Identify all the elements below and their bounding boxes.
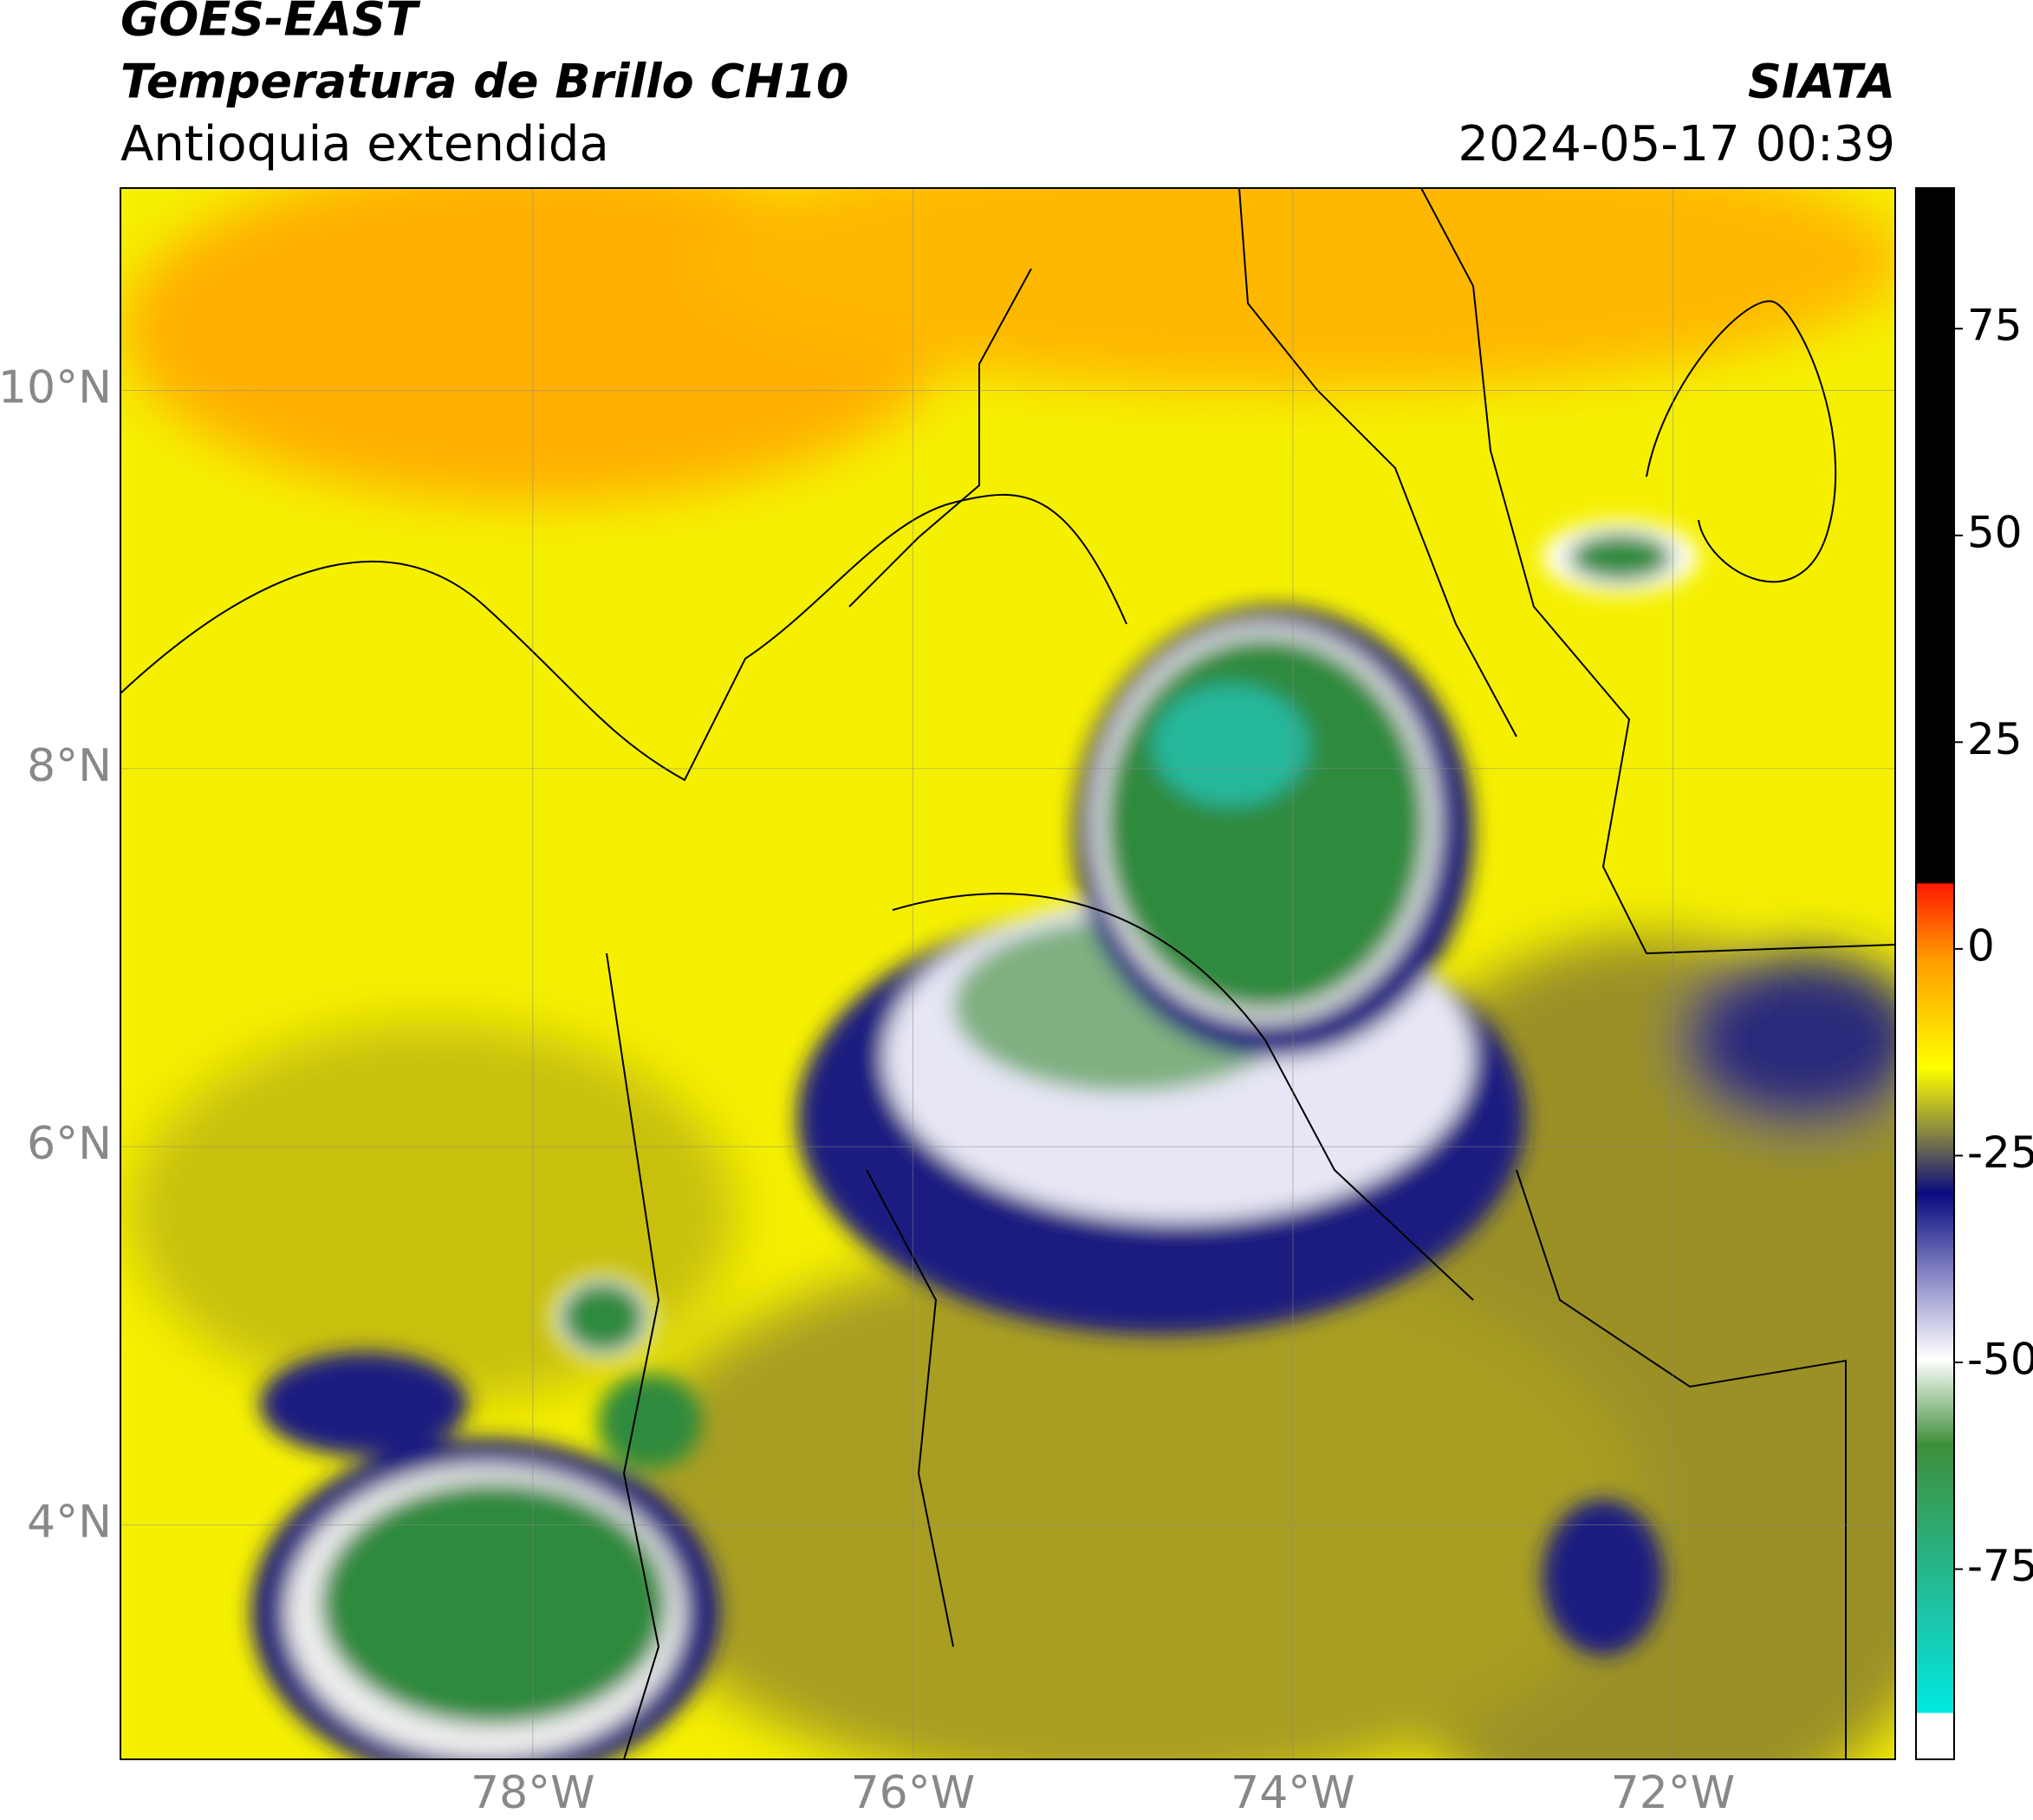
satellite-image — [120, 188, 1895, 1759]
y-tick-label: 10°N — [0, 361, 112, 413]
x-tick-label: 74°W — [1231, 1767, 1355, 1819]
colorbar-tick-label: 25 — [1967, 714, 2023, 764]
map-frame — [120, 187, 1896, 1760]
colorbar-tick-label: -50 — [1967, 1334, 2033, 1384]
y-tick-label: 6°N — [27, 1118, 112, 1170]
y-tick-label: 8°N — [27, 740, 112, 792]
source-label: SIATA — [1748, 55, 1895, 109]
x-tick-label: 76°W — [851, 1767, 976, 1819]
grid — [120, 188, 1895, 1759]
product-title: Temperatura de Brillo CH10 — [120, 55, 849, 109]
x-tick-label: 72°W — [1611, 1767, 1736, 1819]
colorbar-tick-label: 75 — [1967, 301, 2023, 351]
y-tick-label: 4°N — [27, 1496, 112, 1548]
colorbar-tick-label: -25 — [1967, 1128, 2033, 1178]
colorbar-tick-label: 0 — [1967, 920, 1995, 971]
region-subtitle: Antioquia extendida — [120, 116, 609, 172]
borders — [120, 188, 1895, 1759]
datetime-label: 2024-05-17 00:39 — [1458, 116, 1895, 172]
colorbar-tick-label: 50 — [1967, 507, 2023, 557]
colorbar-tick-label: -75 — [1967, 1541, 2033, 1591]
satellite-title: GOES-EAST — [120, 0, 421, 47]
colorbar — [1915, 187, 1955, 1760]
ticks: 78°W 76°W 74°W 72°W 4°N 6°N 8°N 10°N 75 50 25 0 -25 -… — [0, 301, 2033, 1819]
x-tick-label: 78°W — [471, 1767, 595, 1819]
